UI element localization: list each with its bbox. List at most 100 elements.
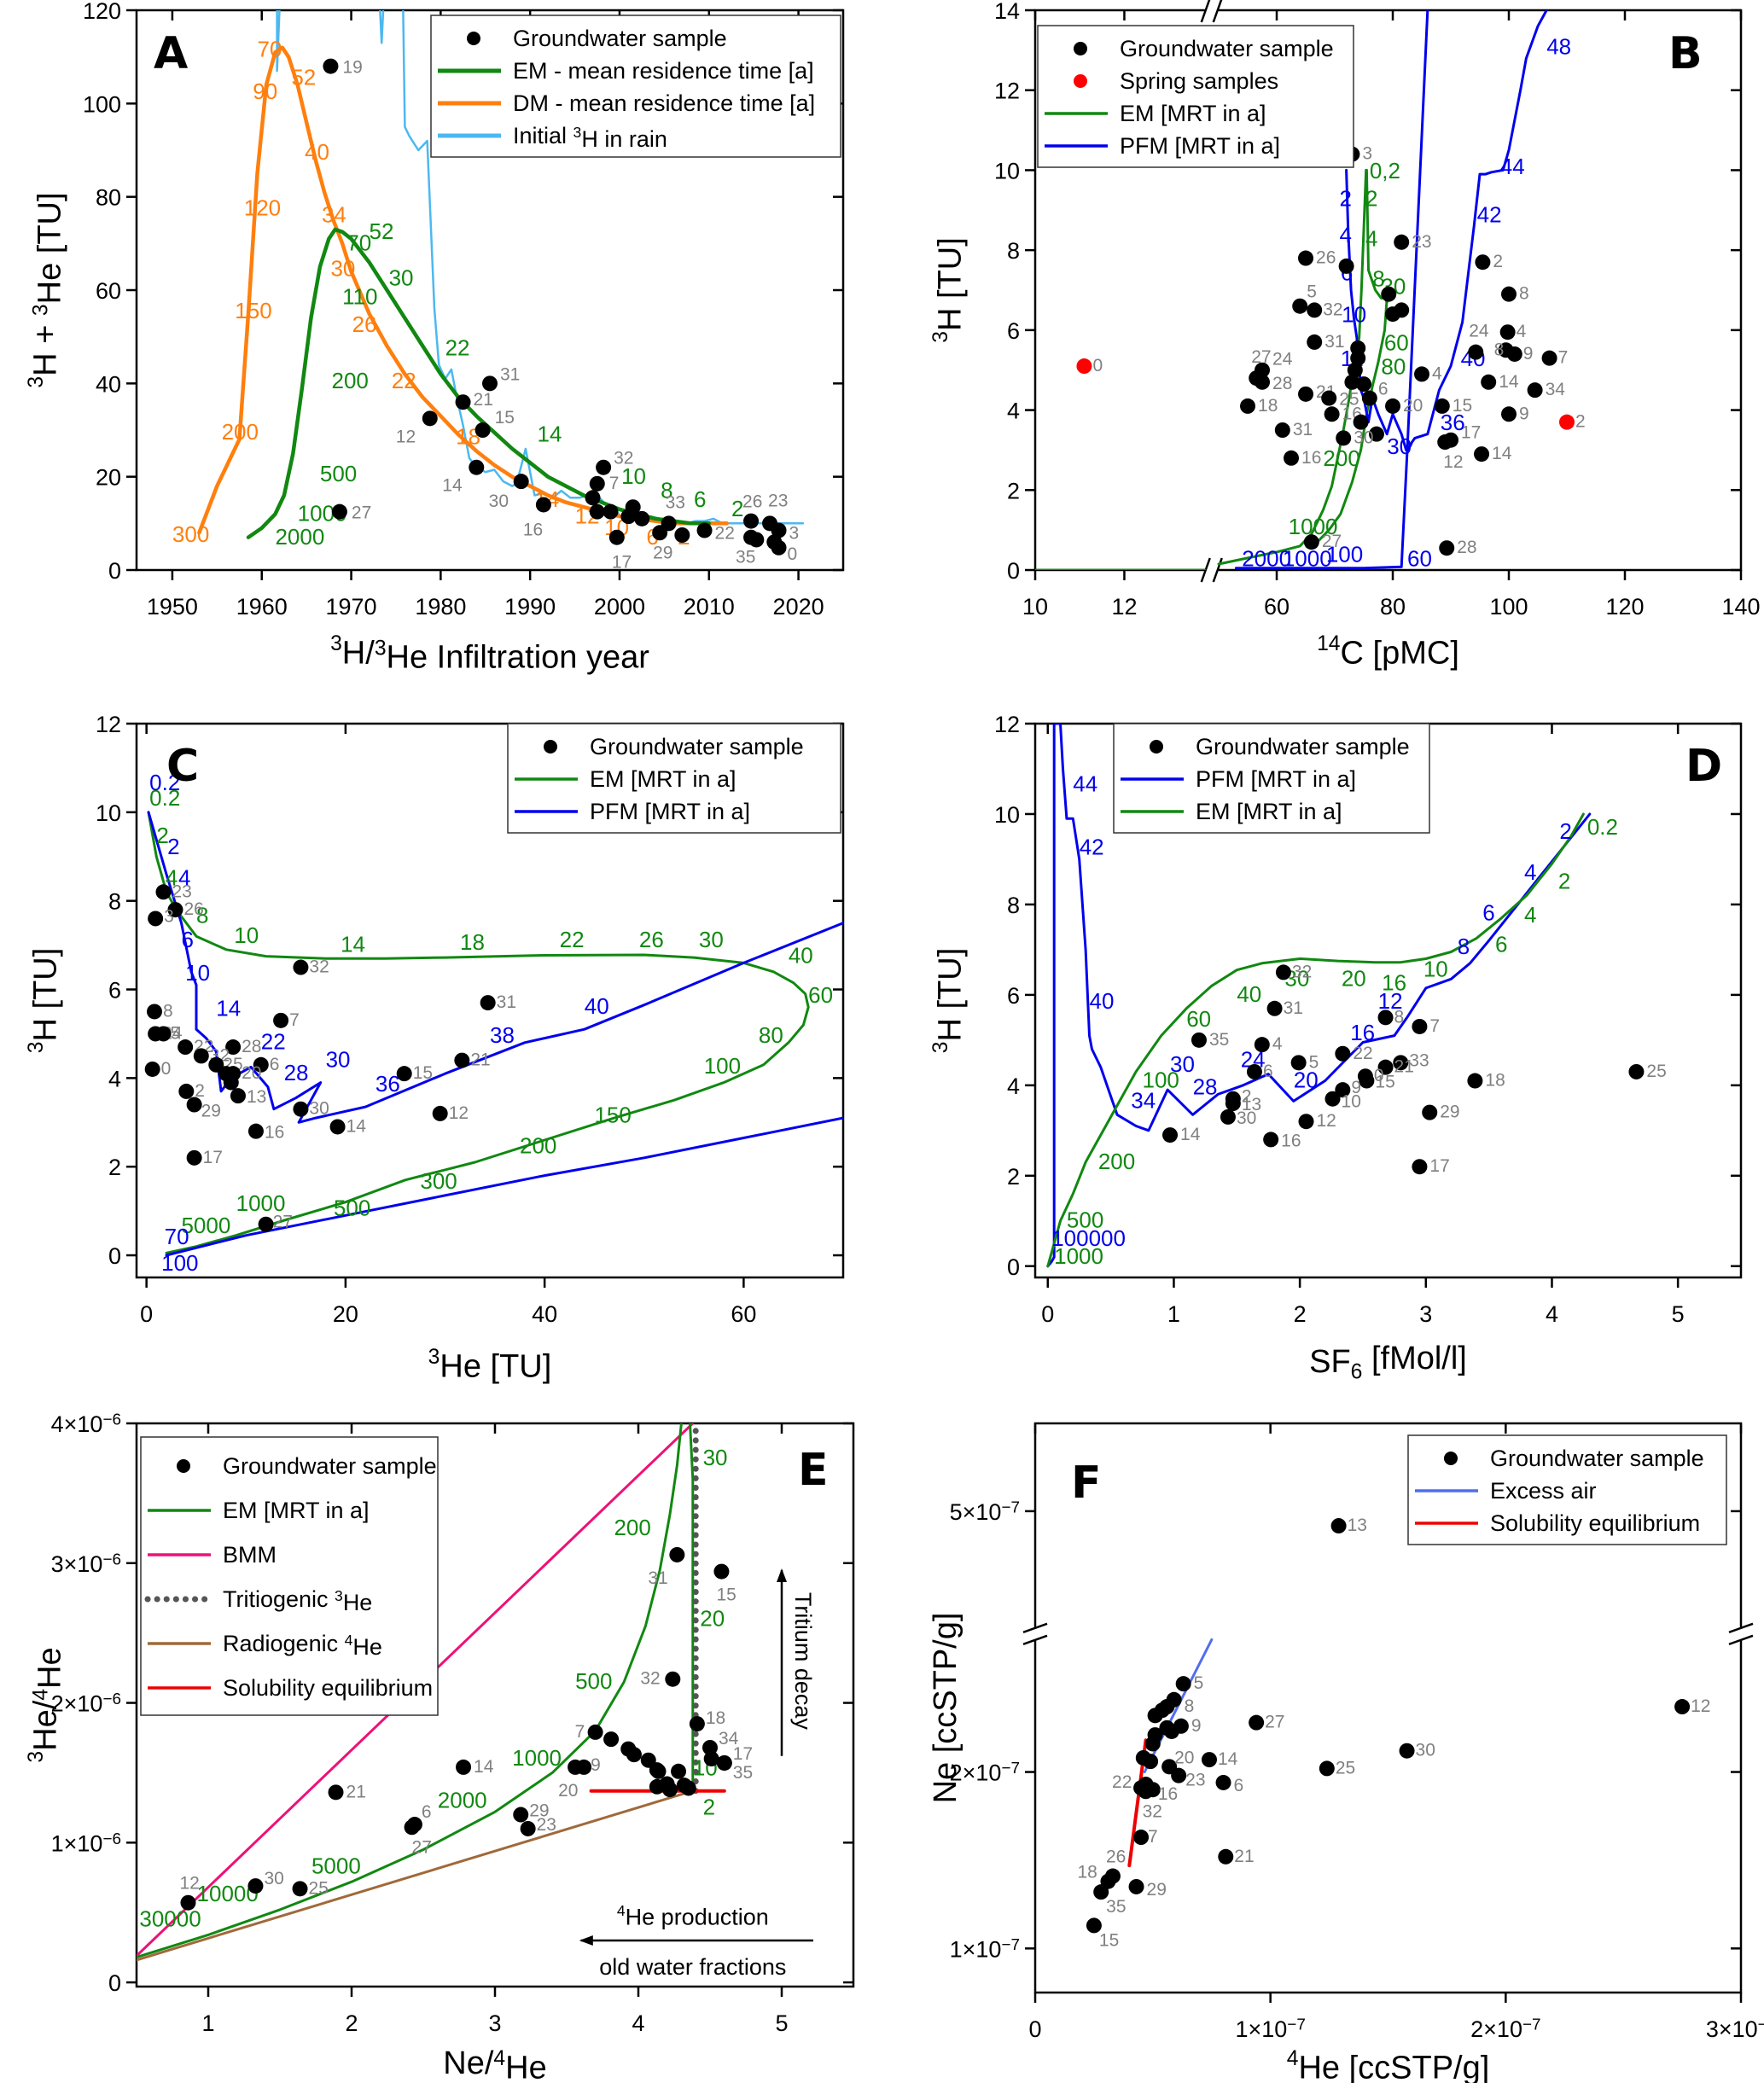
x-tick-label: 80 [1380,594,1406,620]
groundwater-sample-point [482,375,498,392]
curve-label: 150 [594,1102,631,1127]
sample-label: 21 [474,390,493,410]
sample-label: 21 [1234,1847,1254,1866]
curve-label: 150 [235,298,271,323]
text-span: H [27,352,63,375]
groundwater-sample-point [1255,362,1271,378]
sample-label: 27 [412,1837,432,1857]
text-span: Solubility equilibrium [1490,1510,1700,1536]
legend: Groundwater sample Spring samples EM [MRT … [1037,25,1354,168]
sample-label: 10 [1342,1092,1361,1112]
x-tick-label: 3 [1419,1301,1432,1327]
sample-label: 28 [1457,538,1476,557]
curve-label: 500 [320,461,357,486]
text-span: Solubility equilibrium [223,1675,433,1701]
spring-sample-point [1076,358,1092,375]
groundwater-sample-point [1321,390,1337,406]
y-tick-label: 12 [994,712,1020,737]
legend: Groundwater sample EM - mean residence ti… [430,15,841,158]
curve-label: 0.2 [149,770,180,795]
groundwater-sample-point [1501,286,1517,302]
legend-label: EM - mean residence time [a] [513,58,814,84]
tritium-decay-label: Tritium decay [790,1592,816,1731]
groundwater-sample-point [1350,350,1366,366]
sample-label: 23 [1412,232,1431,252]
text-span: He [32,263,68,305]
y-axis-title: Ne [ccSTP/g] [928,1613,964,1804]
y-tick-label: 20 [96,465,121,491]
groundwater-sample-point [1171,1767,1187,1783]
sample-label: 33 [1409,1050,1429,1070]
axis-break-mark [1022,1622,1048,1633]
groundwater-sample-point [696,522,713,538]
groundwater-sample-point [1246,1063,1262,1079]
sample-label: 27 [1322,532,1342,551]
sample-label: 2 [1575,412,1586,432]
y-tick-label: 3×10−6 [51,1551,121,1577]
groundwater-sample-point [1144,1736,1161,1752]
groundwater-sample-point [671,1763,687,1779]
text-span: EM - mean residence time [a] [513,58,814,84]
curve-label: 40 [305,139,329,165]
axis-break-gap [1736,1626,1746,1641]
text-span: 3 [573,124,582,141]
text-span: Infiltration year [428,640,649,676]
legend-marker-icon [1074,42,1087,55]
sample-label: 5 [1309,1052,1319,1072]
text-span: 14 [1317,632,1340,655]
text-span: Groundwater sample [223,1453,437,1479]
exponent: −7 [1001,1760,1020,1778]
x-tick-label: 1 [201,2010,214,2036]
y-tick-label: 6 [1007,983,1020,1009]
series-line-pfm [1046,724,1592,1268]
sample-label: 29 [529,1801,549,1821]
curve-label: 28 [1193,1074,1218,1099]
groundwater-sample-point [1377,1009,1394,1026]
text-span: He [440,1348,481,1384]
mantissa: 1×10 [51,1830,103,1856]
sample-label: 7 [1148,1827,1158,1847]
sample-label: 26 [1316,248,1336,268]
sample-label: 14 [1180,1125,1201,1144]
text-span: Groundwater sample [1120,36,1334,61]
x-tick-label: 120 [1605,594,1644,620]
legend-label: Excess air [1490,1478,1597,1504]
legend-label: EM [MRT in a] [1120,101,1266,126]
sample-label: 6 [1263,1062,1273,1081]
groundwater-sample-point [1353,414,1369,430]
legend-label: PFM [MRT in a] [1120,133,1280,159]
sample-label: 35 [736,548,755,567]
text-span: production [655,1905,769,1930]
sample-label: 7 [575,1722,585,1742]
text-span: [pMC] [1364,635,1459,671]
curve-label: 70 [165,1224,189,1249]
sample-label: 6 [270,1055,280,1074]
sample-label: 17 [733,1744,753,1764]
x-tick-label: 2010 [684,594,735,620]
groundwater-sample-point [748,532,765,548]
curve-label: 36 [1441,410,1465,435]
groundwater-sample-point [258,1216,274,1232]
plot-frame [1033,9,1743,572]
groundwater-sample-point [1381,286,1397,302]
text-span: DM - mean residence time [a] [513,90,815,116]
sample-label: 9 [1351,1078,1361,1097]
y-tick-label: 12 [994,79,1020,104]
x-axis-title: SF6 [fMol/l] [1309,1341,1467,1383]
sample-label: 31 [500,364,520,384]
sample-label: 26 [742,492,762,512]
series-line-em [246,227,712,539]
curve-label: 300 [420,1168,457,1194]
legend-marker-icon [1074,74,1087,88]
sample-label: 30 [489,492,509,511]
groundwater-sample-point [1335,1045,1351,1062]
legend-marker-icon [544,740,557,753]
groundwater-sample-point [589,503,605,520]
series-line-pfm-2 [1413,10,1548,439]
exponent: −7 [1758,2016,1764,2034]
curve-label: 20 [1294,1067,1319,1092]
groundwater-sample-point [1240,398,1256,414]
arrow-head-up-icon [777,1568,787,1582]
